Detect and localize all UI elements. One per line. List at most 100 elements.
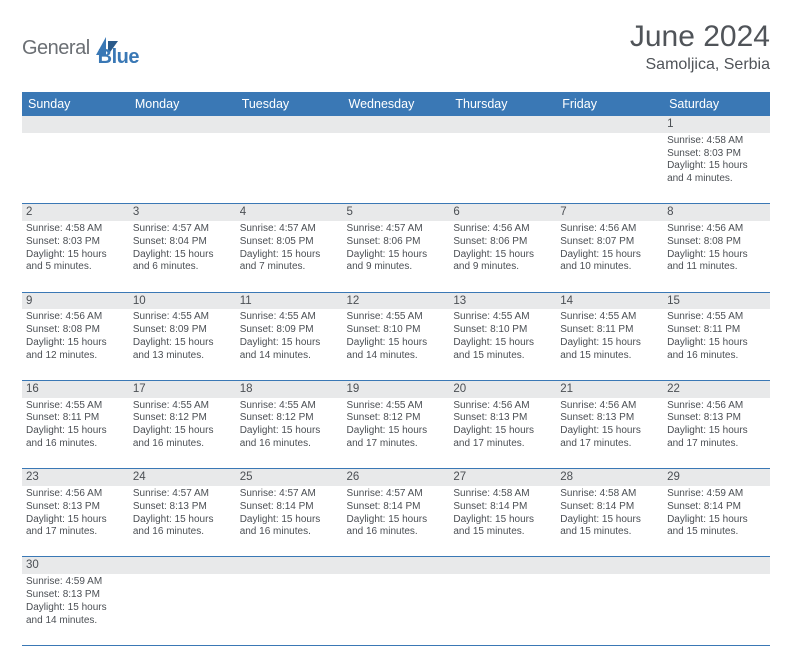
day-cell: Sunrise: 4:58 AMSunset: 8:03 PMDaylight:… <box>663 133 770 204</box>
day-cell <box>449 574 556 645</box>
day-cell <box>22 133 129 204</box>
logo-text-general: General <box>22 37 90 60</box>
day-content: Sunrise: 4:58 AMSunset: 8:14 PMDaylight:… <box>560 488 659 539</box>
day-cell: Sunrise: 4:56 AMSunset: 8:13 PMDaylight:… <box>449 398 556 469</box>
day-number: 1 <box>663 116 770 133</box>
day-cell: Sunrise: 4:58 AMSunset: 8:14 PMDaylight:… <box>556 486 663 557</box>
day-cell: Sunrise: 4:58 AMSunset: 8:14 PMDaylight:… <box>449 486 556 557</box>
day-cell: Sunrise: 4:57 AMSunset: 8:13 PMDaylight:… <box>129 486 236 557</box>
day-cell: Sunrise: 4:56 AMSunset: 8:06 PMDaylight:… <box>449 221 556 292</box>
day-number <box>22 116 129 133</box>
week-row: Sunrise: 4:59 AMSunset: 8:13 PMDaylight:… <box>22 574 770 645</box>
day-cell: Sunrise: 4:59 AMSunset: 8:13 PMDaylight:… <box>22 574 129 645</box>
calendar-table: SundayMondayTuesdayWednesdayThursdayFrid… <box>22 92 770 646</box>
day-content: Sunrise: 4:56 AMSunset: 8:13 PMDaylight:… <box>667 400 766 451</box>
week-row: Sunrise: 4:56 AMSunset: 8:13 PMDaylight:… <box>22 486 770 557</box>
day-number: 5 <box>343 204 450 221</box>
day-content: Sunrise: 4:55 AMSunset: 8:12 PMDaylight:… <box>347 400 446 451</box>
day-number: 3 <box>129 204 236 221</box>
day-header: Saturday <box>663 92 770 116</box>
day-content: Sunrise: 4:55 AMSunset: 8:11 PMDaylight:… <box>667 311 766 362</box>
daynum-row: 30 <box>22 557 770 574</box>
day-number: 23 <box>22 469 129 486</box>
day-content: Sunrise: 4:58 AMSunset: 8:14 PMDaylight:… <box>453 488 552 539</box>
day-content: Sunrise: 4:56 AMSunset: 8:13 PMDaylight:… <box>560 400 659 451</box>
day-cell: Sunrise: 4:56 AMSunset: 8:13 PMDaylight:… <box>663 398 770 469</box>
day-number: 6 <box>449 204 556 221</box>
day-cell: Sunrise: 4:55 AMSunset: 8:10 PMDaylight:… <box>343 309 450 380</box>
day-number: 28 <box>556 469 663 486</box>
day-content: Sunrise: 4:57 AMSunset: 8:05 PMDaylight:… <box>240 223 339 274</box>
day-cell <box>129 574 236 645</box>
location: Samoljica, Serbia <box>630 56 770 74</box>
day-header: Monday <box>129 92 236 116</box>
logo-text-blue: Blue <box>98 46 139 68</box>
day-cell <box>236 133 343 204</box>
month-title: June 2024 <box>630 20 770 54</box>
day-cell <box>236 574 343 645</box>
day-header: Sunday <box>22 92 129 116</box>
day-number: 13 <box>449 292 556 309</box>
day-number: 17 <box>129 380 236 397</box>
day-cell <box>343 574 450 645</box>
day-number <box>343 116 450 133</box>
day-number: 11 <box>236 292 343 309</box>
day-content: Sunrise: 4:55 AMSunset: 8:09 PMDaylight:… <box>133 311 232 362</box>
day-cell: Sunrise: 4:55 AMSunset: 8:12 PMDaylight:… <box>236 398 343 469</box>
day-content: Sunrise: 4:57 AMSunset: 8:13 PMDaylight:… <box>133 488 232 539</box>
day-cell <box>556 133 663 204</box>
week-row: Sunrise: 4:58 AMSunset: 8:03 PMDaylight:… <box>22 221 770 292</box>
day-number <box>663 557 770 574</box>
daynum-row: 16171819202122 <box>22 380 770 397</box>
day-content: Sunrise: 4:56 AMSunset: 8:08 PMDaylight:… <box>26 311 125 362</box>
day-content: Sunrise: 4:55 AMSunset: 8:12 PMDaylight:… <box>133 400 232 451</box>
day-number: 2 <box>22 204 129 221</box>
day-cell: Sunrise: 4:55 AMSunset: 8:12 PMDaylight:… <box>129 398 236 469</box>
day-cell: Sunrise: 4:56 AMSunset: 8:08 PMDaylight:… <box>22 309 129 380</box>
day-number <box>236 116 343 133</box>
day-header: Wednesday <box>343 92 450 116</box>
day-cell: Sunrise: 4:55 AMSunset: 8:11 PMDaylight:… <box>663 309 770 380</box>
day-number: 8 <box>663 204 770 221</box>
week-row: Sunrise: 4:55 AMSunset: 8:11 PMDaylight:… <box>22 398 770 469</box>
day-number <box>129 116 236 133</box>
logo: General Blue <box>22 28 139 69</box>
day-cell: Sunrise: 4:56 AMSunset: 8:13 PMDaylight:… <box>556 398 663 469</box>
day-number: 26 <box>343 469 450 486</box>
day-content: Sunrise: 4:56 AMSunset: 8:13 PMDaylight:… <box>453 400 552 451</box>
day-cell: Sunrise: 4:59 AMSunset: 8:14 PMDaylight:… <box>663 486 770 557</box>
day-cell: Sunrise: 4:55 AMSunset: 8:09 PMDaylight:… <box>236 309 343 380</box>
day-number: 29 <box>663 469 770 486</box>
day-content: Sunrise: 4:56 AMSunset: 8:06 PMDaylight:… <box>453 223 552 274</box>
day-number: 7 <box>556 204 663 221</box>
day-header-row: SundayMondayTuesdayWednesdayThursdayFrid… <box>22 92 770 116</box>
day-cell: Sunrise: 4:57 AMSunset: 8:14 PMDaylight:… <box>343 486 450 557</box>
day-number: 15 <box>663 292 770 309</box>
day-header: Friday <box>556 92 663 116</box>
day-cell: Sunrise: 4:55 AMSunset: 8:11 PMDaylight:… <box>22 398 129 469</box>
day-content: Sunrise: 4:55 AMSunset: 8:10 PMDaylight:… <box>453 311 552 362</box>
day-cell <box>343 133 450 204</box>
daynum-row: 23242526272829 <box>22 469 770 486</box>
day-number: 20 <box>449 380 556 397</box>
day-content: Sunrise: 4:58 AMSunset: 8:03 PMDaylight:… <box>667 135 766 186</box>
day-content: Sunrise: 4:55 AMSunset: 8:10 PMDaylight:… <box>347 311 446 362</box>
day-cell: Sunrise: 4:56 AMSunset: 8:07 PMDaylight:… <box>556 221 663 292</box>
day-cell: Sunrise: 4:55 AMSunset: 8:12 PMDaylight:… <box>343 398 450 469</box>
day-number: 21 <box>556 380 663 397</box>
day-number: 16 <box>22 380 129 397</box>
day-cell <box>129 133 236 204</box>
day-number: 4 <box>236 204 343 221</box>
day-content: Sunrise: 4:59 AMSunset: 8:13 PMDaylight:… <box>26 576 125 627</box>
day-number: 24 <box>129 469 236 486</box>
daynum-row: 2345678 <box>22 204 770 221</box>
day-number: 14 <box>556 292 663 309</box>
day-cell: Sunrise: 4:57 AMSunset: 8:06 PMDaylight:… <box>343 221 450 292</box>
day-cell <box>663 574 770 645</box>
day-content: Sunrise: 4:57 AMSunset: 8:14 PMDaylight:… <box>240 488 339 539</box>
day-number: 9 <box>22 292 129 309</box>
day-cell: Sunrise: 4:58 AMSunset: 8:03 PMDaylight:… <box>22 221 129 292</box>
day-cell <box>556 574 663 645</box>
day-number: 22 <box>663 380 770 397</box>
day-content: Sunrise: 4:58 AMSunset: 8:03 PMDaylight:… <box>26 223 125 274</box>
